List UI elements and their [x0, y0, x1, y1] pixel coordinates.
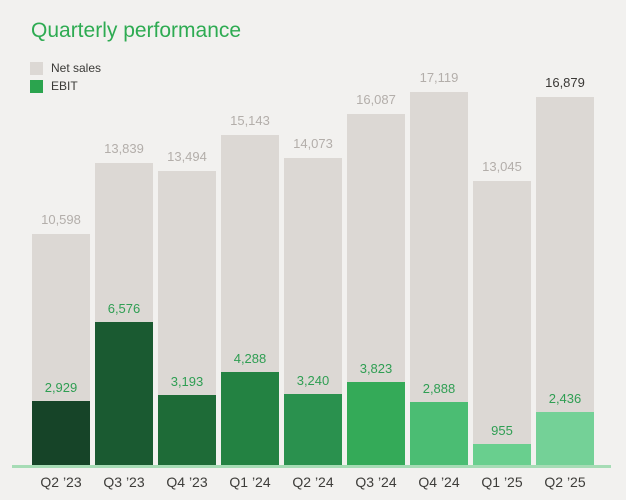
- x-axis-label: Q2 ’24: [292, 474, 334, 490]
- bar-group: 16,879 2,436 Q2 ’25: [536, 75, 594, 490]
- ebit-bar: [347, 382, 405, 465]
- ebit-bar: [284, 394, 342, 465]
- ebit-value-label: 2,888: [422, 381, 456, 397]
- ebit-value-label: 3,193: [170, 374, 204, 390]
- x-axis-label: Q4 ’23: [166, 474, 208, 490]
- legend-item-ebit: EBIT: [30, 79, 101, 93]
- net-sales-value-label: 10,598: [41, 212, 81, 228]
- ebit-bar: [221, 372, 279, 465]
- net-sales-bar: [473, 181, 531, 465]
- ebit-bar: [158, 395, 216, 465]
- legend-label-net-sales: Net sales: [51, 61, 102, 75]
- bar-group: 13,839 6,576 Q3 ’23: [95, 92, 153, 490]
- net-sales-value-label: 13,045: [482, 159, 522, 175]
- net-sales-value-label: 13,494: [167, 149, 207, 165]
- net-sales-value-label: 13,839: [104, 141, 144, 157]
- bar-group: 15,143 4,288 Q1 ’24: [221, 92, 279, 490]
- net-sales-value-label: 16,087: [356, 92, 396, 108]
- ebit-value-label: 3,240: [296, 373, 330, 389]
- bar-group: 13,045 955 Q1 ’25: [473, 92, 531, 490]
- legend-item-net-sales: Net sales: [30, 61, 101, 75]
- bar-group: 13,494 3,193 Q4 ’23: [158, 92, 216, 490]
- legend-label-ebit: EBIT: [51, 79, 78, 93]
- plot-area: 10,598 2,929 Q2 ’23 13,839 6,576 Q3 ’23 13,494…: [32, 70, 594, 490]
- net-sales-value-label: 16,879: [545, 75, 585, 91]
- ebit-value-label: 2,436: [548, 391, 582, 407]
- x-axis-label: Q2 ’23: [40, 474, 82, 490]
- ebit-bar: [473, 444, 531, 465]
- ebit-bar: [410, 402, 468, 465]
- x-axis-label: Q1 ’25: [481, 474, 523, 490]
- ebit-swatch-icon: [30, 79, 43, 93]
- ebit-bar: [95, 322, 153, 465]
- ebit-value-label: 6,576: [107, 301, 141, 317]
- net-sales-value-label: 14,073: [293, 136, 333, 152]
- bar-group: 16,087 3,823 Q3 ’24: [347, 92, 405, 490]
- ebit-value-label: 955: [491, 423, 513, 439]
- x-axis-label: Q3 ’23: [103, 474, 145, 490]
- ebit-bar: [536, 412, 594, 465]
- x-axis-label: Q1 ’24: [229, 474, 271, 490]
- chart-title: Quarterly performance: [31, 19, 242, 42]
- ebit-value-label: 3,823: [359, 361, 393, 377]
- legend: Net sales EBIT: [30, 61, 101, 97]
- net-sales-swatch-icon: [30, 61, 43, 75]
- bar-group: 10,598 2,929 Q2 ’23: [32, 92, 90, 490]
- bar-group: 14,073 3,240 Q2 ’24: [284, 92, 342, 490]
- x-axis-label: Q4 ’24: [418, 474, 460, 490]
- x-axis-label: Q3 ’24: [355, 474, 397, 490]
- ebit-value-label: 4,288: [233, 351, 267, 367]
- bar-group: 17,119 2,888 Q4 ’24: [410, 70, 468, 490]
- x-axis-baseline: [12, 465, 611, 468]
- net-sales-bar: [536, 97, 594, 465]
- net-sales-value-label: 17,119: [419, 70, 459, 86]
- net-sales-value-label: 15,143: [230, 113, 270, 129]
- x-axis-label: Q2 ’25: [544, 474, 586, 490]
- ebit-bar: [32, 401, 90, 465]
- ebit-value-label: 2,929: [44, 380, 78, 396]
